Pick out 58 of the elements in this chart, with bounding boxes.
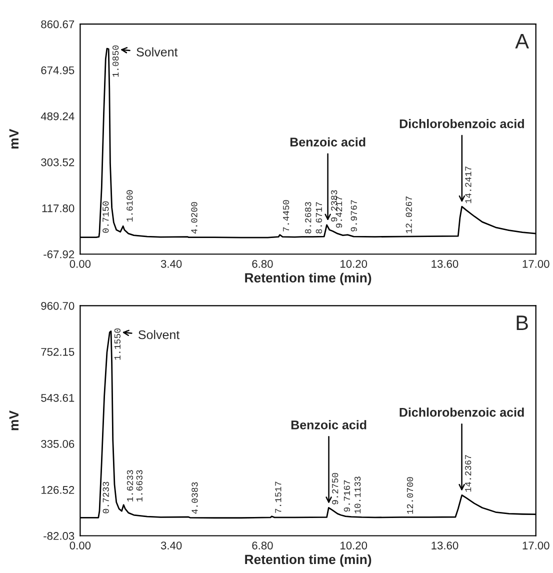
x-tick-label: 10.20	[340, 260, 368, 268]
chart-title: A	[515, 34, 529, 48]
annotation: 9.2383	[331, 190, 338, 222]
annotation: Dichlorobenzoic acid	[400, 408, 524, 417]
annotation: 14.2417	[465, 166, 472, 204]
annotation: 10.1133	[354, 476, 361, 514]
annotation: Solvent	[136, 47, 178, 56]
annotation: 12.0267	[406, 196, 412, 234]
y-tick-label: 960.70	[41, 302, 74, 310]
y-tick-label: 303.52	[41, 158, 74, 166]
annotation: 12.0700	[406, 477, 414, 514]
y-axis-title: mV	[9, 128, 18, 148]
annotation: 9.9767	[350, 200, 357, 232]
y-tick-label: 752.15	[41, 348, 74, 356]
x-tick-label: 13.60	[432, 260, 458, 268]
annotation: Benzoic acid	[291, 420, 366, 430]
y-tick-label: 860.67	[41, 20, 74, 28]
annotation: Dichlorobenzoic acid	[400, 119, 524, 128]
x-tick-label: 6.80	[252, 542, 273, 550]
y-tick-label: 674.95	[41, 66, 74, 74]
annotation: 9.7167	[344, 480, 350, 512]
x-tick-label: 17.00	[522, 260, 550, 268]
annotation: 1.6100	[126, 190, 133, 222]
annotation: 0.7150	[102, 201, 109, 233]
annotation: 9.2750	[332, 473, 338, 504]
annotation: 7.1517	[275, 482, 282, 513]
y-tick-label: 489.24	[40, 112, 74, 120]
annotation: 8.6717	[316, 202, 322, 234]
x-axis-title: Retention time (min)	[245, 554, 372, 567]
y-tick-label: 543.61	[41, 394, 74, 402]
y-tick-label: -82.03	[44, 532, 74, 540]
chart-title: B	[516, 316, 528, 330]
annotation: 1.6233	[126, 470, 134, 502]
y-tick-label: 126.52	[41, 486, 74, 494]
annotation: 8.2683	[305, 202, 312, 234]
x-tick-label: 3.40	[160, 542, 182, 550]
x-tick-label: 13.60	[432, 542, 458, 550]
y-tick-label: 335.06	[41, 440, 74, 448]
annotation: 14.2367	[465, 455, 472, 492]
annotation: 4.0200	[191, 202, 198, 234]
x-tick-label: 10.20	[340, 542, 368, 550]
annotation: 1.0850	[112, 45, 119, 77]
x-tick-label: 17.00	[522, 542, 550, 550]
annotation: Solvent	[138, 330, 180, 340]
annotation: 1.1550	[114, 328, 121, 360]
annotation: 7.4450	[282, 200, 290, 232]
annotation: Benzoic acid	[290, 137, 366, 147]
y-axis-title: mV	[9, 410, 18, 430]
annotation: 4.0383	[192, 482, 198, 514]
annotation: 1.6633	[136, 470, 142, 502]
x-tick-label: 0.00	[70, 260, 91, 268]
x-axis-title: Retention time (min)	[245, 272, 372, 286]
x-tick-label: 0.00	[70, 542, 91, 550]
y-tick-label: 117.80	[42, 204, 74, 212]
annotation: 0.7233	[102, 482, 109, 514]
y-tick-label: -67.92	[44, 250, 74, 258]
x-tick-label: 6.80	[252, 260, 273, 268]
x-tick-label: 3.40	[160, 260, 182, 268]
